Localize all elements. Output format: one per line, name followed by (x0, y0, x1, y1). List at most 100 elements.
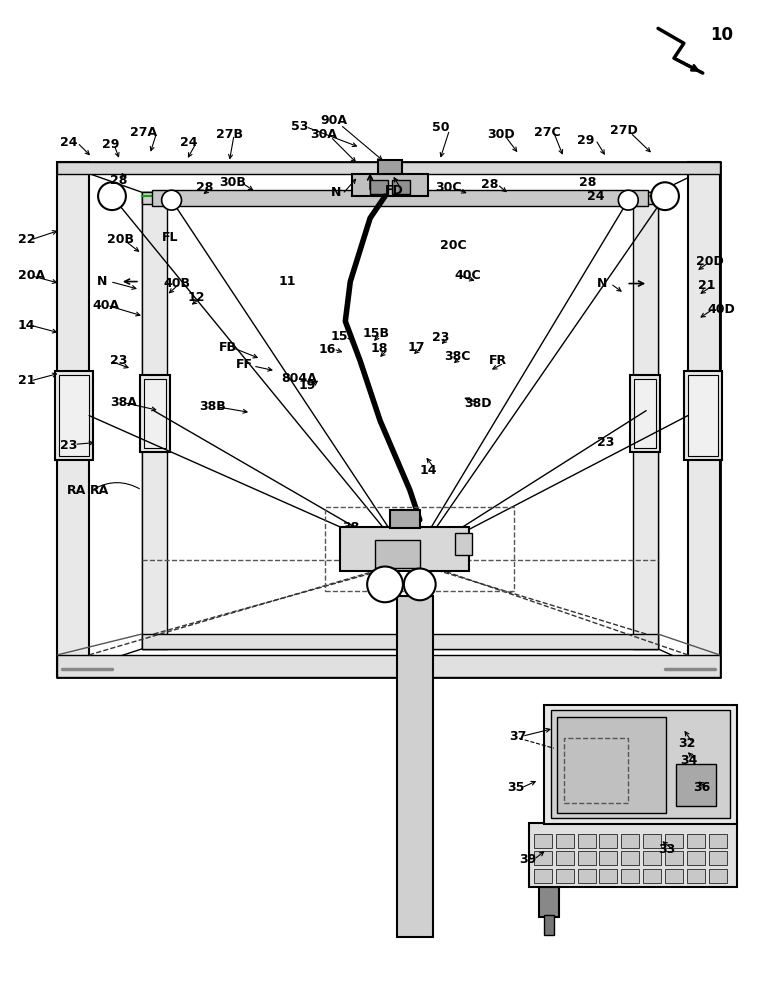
Bar (687, 834, 705, 848)
Circle shape (651, 182, 679, 210)
Text: 21: 21 (18, 374, 35, 387)
Text: 14: 14 (18, 319, 35, 332)
Text: 50: 50 (432, 121, 449, 134)
Bar (534, 869, 552, 883)
Text: 11: 11 (279, 275, 296, 288)
Text: 35: 35 (507, 781, 524, 794)
Bar (709, 851, 727, 865)
Bar (142, 192, 166, 649)
Text: N: N (597, 277, 607, 290)
Text: 20A: 20A (18, 269, 45, 282)
Bar (684, 371, 722, 460)
Bar (676, 764, 716, 806)
Text: 27A: 27A (130, 126, 157, 139)
Text: 15B: 15B (363, 327, 389, 340)
Text: 16: 16 (318, 343, 336, 356)
Text: 28: 28 (110, 174, 128, 187)
Text: 30D: 30D (487, 128, 515, 141)
Text: 24: 24 (180, 136, 197, 149)
Text: 18: 18 (370, 342, 387, 355)
Bar (397, 596, 433, 937)
Text: FL: FL (162, 231, 178, 244)
Bar (564, 738, 629, 803)
Text: 30B: 30B (219, 176, 246, 189)
Bar (152, 190, 648, 206)
Bar (142, 192, 658, 204)
Text: 27B: 27B (216, 128, 244, 141)
Text: 804A: 804A (281, 372, 317, 385)
Text: 20B: 20B (107, 233, 134, 246)
Text: 53: 53 (291, 120, 308, 133)
Text: 38C: 38C (444, 350, 471, 363)
Text: 40A: 40A (92, 299, 119, 312)
Bar (58, 162, 720, 174)
Bar (58, 655, 720, 677)
Bar (630, 375, 660, 452)
Text: 23: 23 (61, 439, 78, 452)
Bar (555, 834, 573, 848)
Text: 21: 21 (698, 279, 715, 292)
Text: 23: 23 (597, 436, 614, 449)
Bar (577, 834, 595, 848)
Bar (544, 705, 738, 824)
Bar (577, 851, 595, 865)
Text: 24: 24 (61, 136, 78, 149)
Text: FF: FF (236, 358, 253, 371)
Circle shape (404, 569, 436, 600)
Text: 23: 23 (110, 354, 128, 367)
Text: 28: 28 (482, 178, 499, 191)
Text: FD: FD (385, 184, 404, 197)
Bar (687, 869, 705, 883)
Bar (375, 540, 420, 568)
Text: 27C: 27C (534, 126, 561, 139)
Bar (392, 180, 410, 194)
Text: 90A: 90A (321, 114, 348, 127)
Text: 12: 12 (187, 291, 205, 304)
Text: 10: 10 (710, 26, 733, 44)
Circle shape (619, 190, 638, 210)
Text: 38: 38 (342, 521, 359, 534)
Bar (665, 834, 683, 848)
Text: 20D: 20D (696, 255, 724, 268)
Bar (390, 510, 420, 528)
Circle shape (367, 567, 403, 602)
Bar (643, 869, 661, 883)
Text: FR: FR (489, 354, 507, 367)
Bar (665, 851, 683, 865)
Text: 24: 24 (587, 190, 604, 203)
Text: 37: 37 (509, 730, 527, 743)
Bar (58, 162, 89, 677)
Text: N: N (331, 186, 341, 199)
Bar (325, 507, 514, 591)
Text: 23: 23 (432, 331, 449, 344)
Text: 33: 33 (658, 843, 675, 856)
Bar (144, 379, 166, 448)
Text: RA: RA (68, 484, 86, 497)
Text: 36: 36 (693, 781, 710, 794)
Bar (555, 869, 573, 883)
Bar (544, 915, 554, 935)
Text: 28: 28 (579, 176, 596, 189)
Text: 34: 34 (680, 754, 697, 767)
Text: 19: 19 (299, 379, 316, 392)
Text: 38B: 38B (199, 400, 226, 413)
Bar (643, 851, 661, 865)
Text: 38A: 38A (110, 396, 137, 409)
Text: 29: 29 (102, 138, 120, 151)
Bar (551, 710, 730, 818)
Text: 40C: 40C (454, 269, 481, 282)
Bar (622, 834, 640, 848)
Bar (622, 851, 640, 865)
Bar (688, 375, 717, 456)
Bar (600, 851, 618, 865)
Bar (59, 375, 89, 456)
Bar (352, 174, 428, 196)
Text: RA: RA (90, 484, 110, 497)
Bar (140, 375, 170, 452)
Bar (687, 851, 705, 865)
Bar (688, 162, 720, 677)
Text: 40B: 40B (163, 277, 191, 290)
Bar (600, 834, 618, 848)
Bar (534, 851, 552, 865)
Bar (142, 634, 658, 649)
